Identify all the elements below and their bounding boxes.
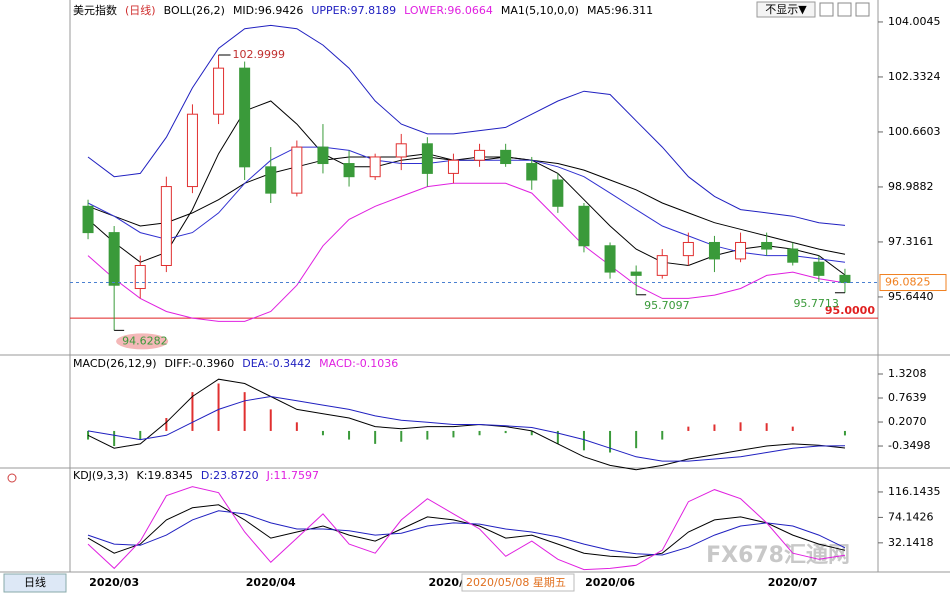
y-tick-label: 95.6440 [888, 290, 934, 303]
candle-body [369, 156, 381, 178]
candle-body [552, 179, 564, 207]
indicator-line [87, 486, 846, 571]
tooltip-box [461, 573, 575, 592]
legend-label: (日线) [125, 3, 156, 17]
y-tick-label: 102.3324 [888, 70, 941, 83]
y-tick-label: 1.3208 [888, 367, 927, 380]
candle-body [474, 149, 486, 161]
legend-label: LOWER:96.0664 [404, 4, 493, 17]
candle-body [108, 232, 120, 286]
tooltip-label: 2020/05/08 星期五 [466, 576, 566, 589]
legend-label: MID:96.9426 [233, 4, 303, 17]
icon-button[interactable] [837, 2, 852, 17]
high-label: 102.9999 [233, 48, 285, 61]
y-tick-label: 100.6603 [888, 125, 941, 138]
candle-body [500, 149, 512, 165]
reference-label: 95.0000 [825, 304, 875, 317]
period-label[interactable]: 日线 [24, 575, 46, 589]
candle-body [578, 205, 590, 247]
indicator-line [87, 395, 846, 462]
candle-body [656, 255, 668, 276]
legend-label: MACD:-0.1036 [319, 357, 398, 370]
candle-body [839, 274, 851, 284]
icon-button[interactable] [819, 2, 834, 17]
indicator-line [87, 378, 846, 471]
candle-body [421, 143, 433, 174]
candle-body [343, 163, 355, 178]
x-tick-label: 2020/04 [246, 576, 296, 589]
candle-body [134, 264, 146, 290]
indicator-line [87, 24, 846, 226]
candle-body [630, 271, 642, 276]
x-tick-label: 2020/07 [768, 576, 818, 589]
legend-label: MACD(26,12,9) [73, 357, 157, 370]
legend-label: MA1(5,10,0,0) [501, 4, 579, 17]
y-tick-label: 74.1426 [888, 510, 934, 523]
candle-body [735, 241, 747, 260]
legend-label: D:23.8720 [201, 469, 259, 482]
y-tick-label: 116.1435 [888, 485, 941, 498]
candle-body [213, 67, 225, 115]
y-tick-label: 98.9882 [888, 180, 934, 193]
toggle-label[interactable]: 不显示▼ [765, 3, 807, 16]
low-label: 95.7097 [644, 299, 690, 312]
watermark: FX678汇通网 [706, 543, 850, 568]
legend-label: UPPER:97.8189 [311, 4, 396, 17]
y-tick-label: 97.3161 [888, 235, 934, 248]
candle-body [291, 146, 303, 194]
candle-body [682, 241, 694, 257]
y-tick-label: 104.0045 [888, 15, 941, 28]
legend-label: MA5:96.311 [587, 4, 653, 17]
candle-body [239, 67, 251, 168]
indicator-line [87, 504, 846, 559]
candle-body [787, 248, 799, 263]
indicator-line [87, 153, 846, 255]
last-price-label: 96.0825 [885, 276, 931, 289]
low-highlight [116, 333, 169, 350]
low-label: 95.7713 [793, 297, 839, 310]
x-tick-label: 2020/03 [89, 576, 139, 589]
icon-button[interactable] [855, 2, 870, 17]
candle-body [708, 241, 720, 260]
period-button[interactable] [3, 573, 67, 593]
y-tick-label: 32.1418 [888, 536, 934, 549]
indicator-line [87, 510, 846, 556]
candle-body [526, 163, 538, 181]
candle-body [82, 205, 94, 234]
legend-label: BOLL(26,2) [164, 4, 225, 17]
panel-icon[interactable] [7, 473, 17, 483]
low-label: 94.6282 [122, 334, 167, 347]
candle-body [186, 113, 198, 188]
last-price-box [879, 274, 947, 292]
y-tick-label: 0.7639 [888, 391, 927, 404]
legend-label: 美元指数 [73, 3, 117, 17]
legend-label: DEA:-0.3442 [242, 357, 311, 370]
candle-body [447, 159, 459, 174]
y-tick-label: 0.2070 [888, 415, 927, 428]
legend-label: J:11.7597 [266, 469, 319, 482]
candle-body [317, 146, 329, 165]
toggle-button[interactable] [756, 1, 816, 18]
y-tick-label: -0.3498 [888, 439, 930, 452]
candle-body [604, 245, 616, 273]
candle-body [395, 143, 407, 158]
x-tick-label: 2020/06 [585, 576, 635, 589]
legend-label: KDJ(9,3,3) [73, 469, 129, 482]
legend-label: DIFF:-0.3960 [165, 357, 235, 370]
candle-body [813, 261, 825, 276]
legend-label: K:19.8345 [137, 469, 193, 482]
candle-body [265, 166, 277, 194]
indicator-line [87, 182, 846, 322]
candle-body [160, 186, 172, 266]
candle-body [761, 241, 773, 250]
